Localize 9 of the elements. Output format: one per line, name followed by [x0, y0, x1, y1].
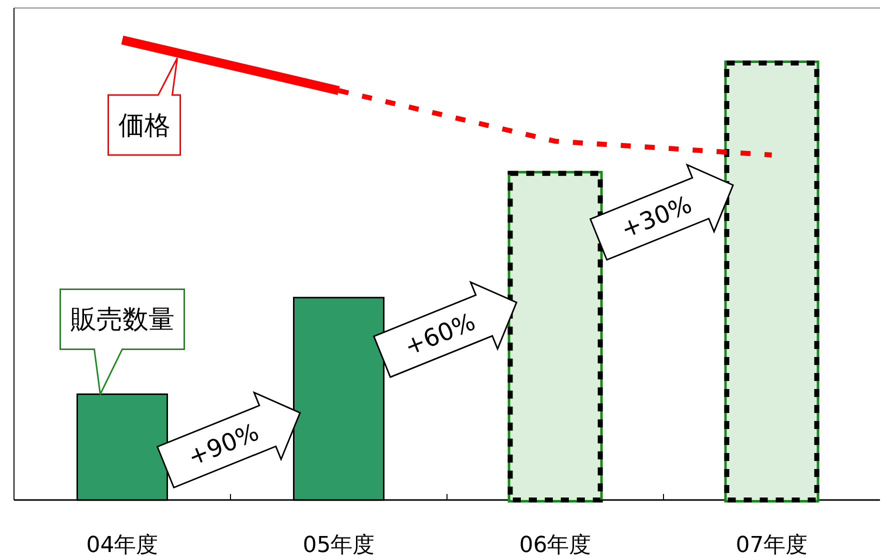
- x-tick-label: 07年度: [736, 533, 808, 556]
- annotation: +30%: [617, 190, 696, 244]
- x-tick-label: 05年度: [302, 533, 375, 556]
- x-tick-label: 04年度: [86, 533, 158, 556]
- annotation: 価格: [118, 111, 170, 141]
- annotation: +90%: [184, 418, 263, 472]
- annotation: +60%: [400, 308, 480, 362]
- x-tick-label: 06年度: [519, 533, 592, 556]
- annotation: 販売数量: [70, 305, 174, 336]
